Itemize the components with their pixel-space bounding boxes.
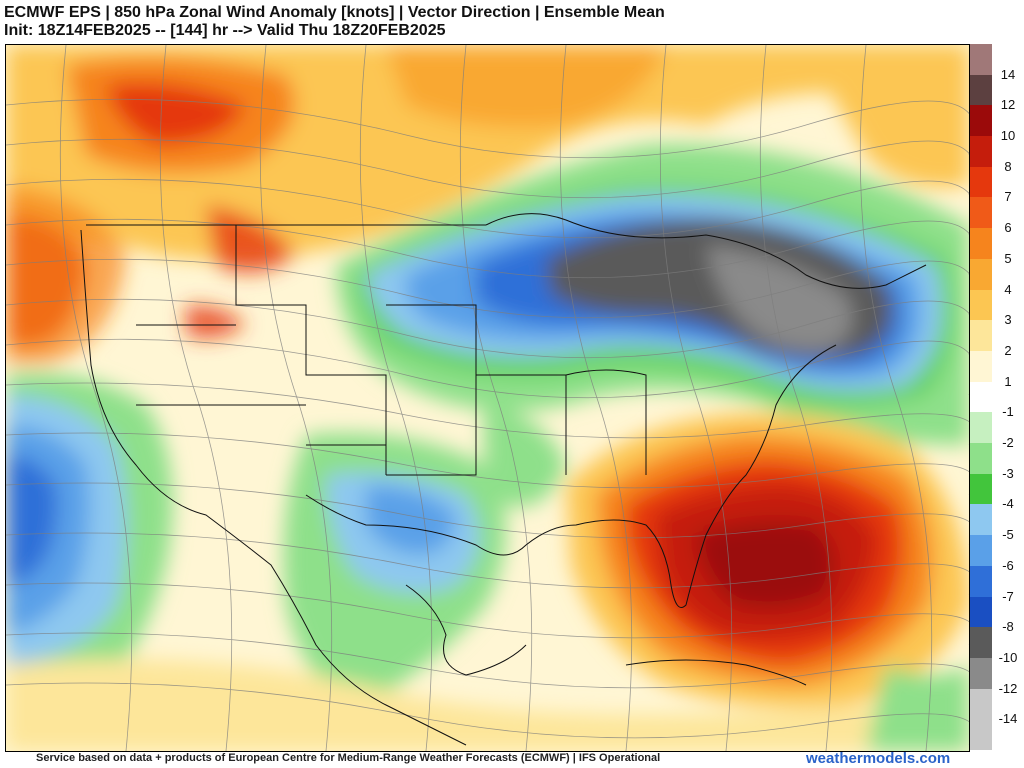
colorbar-segment xyxy=(970,166,992,198)
colorbar-label: 10 xyxy=(1000,128,1016,144)
colorbar-label: 12 xyxy=(1000,97,1016,113)
colorbar-label: 14 xyxy=(1000,66,1016,82)
colorbar-label: -8 xyxy=(1002,619,1014,635)
colorbar-label: -10 xyxy=(998,649,1018,665)
colorbar-segment xyxy=(970,443,992,474)
colorbar-segment xyxy=(970,412,992,444)
map-title: ECMWF EPS | 850 hPa Zonal Wind Anomaly [… xyxy=(4,4,665,21)
map-subtitle: Init: 18Z14FEB2025 -- [144] hr --> Valid… xyxy=(4,22,446,39)
colorbar-label: -2 xyxy=(1002,435,1014,451)
colorbar-segment xyxy=(970,565,992,597)
colorbar-segment xyxy=(970,289,992,321)
colorbar-label: 7 xyxy=(1004,189,1012,205)
colorbar-label: 3 xyxy=(1004,312,1012,328)
colorbar-segment xyxy=(970,320,992,351)
colorbar-label: -4 xyxy=(1002,496,1014,512)
colorbar-segment xyxy=(970,44,992,75)
anomaly-fill xyxy=(6,45,969,751)
colorbar-segment xyxy=(970,258,992,290)
colorbar-label: -5 xyxy=(1002,527,1014,543)
colorbar-segment xyxy=(970,688,992,720)
colorbar-label: 2 xyxy=(1004,342,1012,358)
colorbar-label: 8 xyxy=(1004,158,1012,174)
colorbar-segment xyxy=(970,350,992,382)
colorbar-label: -7 xyxy=(1002,588,1014,604)
colorbar-label: 1 xyxy=(1004,373,1012,389)
colorbar-segment xyxy=(970,473,992,505)
colorbar-segment xyxy=(970,228,992,259)
data-credit: Service based on data + products of Euro… xyxy=(36,752,661,764)
wind-streamlines xyxy=(6,45,969,751)
colorbar-segment xyxy=(970,197,992,229)
colorbar-label: 5 xyxy=(1004,250,1012,266)
site-link[interactable]: weathermodels.com xyxy=(806,750,951,767)
colorbar-segment xyxy=(970,136,992,167)
colorbar-segment xyxy=(970,381,992,413)
colorbar-label: -3 xyxy=(1002,465,1014,481)
colorbar-label: -12 xyxy=(998,680,1018,696)
colorbar-segment xyxy=(970,105,992,137)
colorbar-label: 4 xyxy=(1004,281,1012,297)
colorbar-segment xyxy=(970,504,992,536)
colorbar-segment xyxy=(970,719,992,750)
colorbar-label: 6 xyxy=(1004,220,1012,236)
colorbar-segment xyxy=(970,596,992,628)
colorbar xyxy=(970,44,992,750)
colorbar-segment xyxy=(970,657,992,689)
colorbar-label: -6 xyxy=(1002,557,1014,573)
colorbar-segment xyxy=(970,535,992,566)
wind-anomaly-map xyxy=(5,44,970,752)
colorbar-label: -14 xyxy=(998,711,1018,727)
map-borders xyxy=(80,213,927,746)
colorbar-segment xyxy=(970,74,992,106)
colorbar-segment xyxy=(970,627,992,658)
colorbar-label: -1 xyxy=(1002,404,1014,420)
